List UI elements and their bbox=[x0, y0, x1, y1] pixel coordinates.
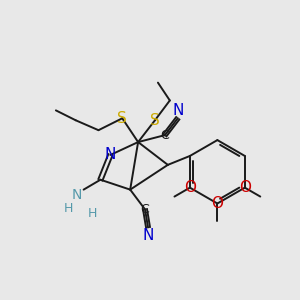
Text: N: N bbox=[71, 188, 82, 202]
Text: H: H bbox=[88, 207, 97, 220]
Text: O: O bbox=[184, 180, 196, 195]
Text: H: H bbox=[64, 202, 74, 215]
Text: C: C bbox=[141, 203, 149, 216]
Text: N: N bbox=[105, 148, 116, 163]
Text: O: O bbox=[239, 180, 251, 195]
Text: N: N bbox=[172, 103, 183, 118]
Text: O: O bbox=[212, 196, 224, 211]
Text: S: S bbox=[150, 113, 160, 128]
Text: N: N bbox=[142, 228, 154, 243]
Text: C: C bbox=[160, 129, 169, 142]
Text: S: S bbox=[117, 111, 127, 126]
